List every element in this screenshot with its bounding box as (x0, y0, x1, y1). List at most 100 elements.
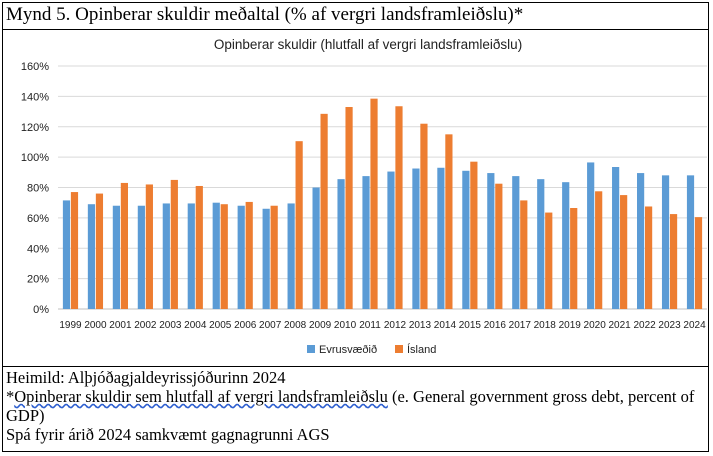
footnote-marked-text: Opinberar skuldir sem hlutfall af vergri… (14, 387, 388, 406)
bar-island-2018 (545, 212, 553, 309)
bar-island-2022 (645, 206, 653, 309)
bar-evrusvaedid-2010 (337, 179, 345, 309)
x-tick-label: 2021 (609, 320, 632, 331)
x-tick-label: 2005 (209, 320, 232, 331)
bar-island-2017 (520, 200, 528, 309)
gridlines (58, 65, 707, 310)
bar-island-2003 (170, 179, 178, 309)
x-tick-label: 2002 (134, 320, 157, 331)
bar-island-2015 (470, 161, 478, 309)
x-tick-label: 2022 (633, 320, 656, 331)
x-tick-label: 2024 (683, 320, 706, 331)
bar-evrusvaedid-2001 (112, 205, 120, 309)
bar-island-2019 (570, 208, 578, 309)
bars (62, 98, 703, 310)
bar-island-2012 (395, 106, 403, 309)
bar-island-2000 (95, 193, 104, 309)
divider-bottom (2, 366, 709, 367)
bar-island-2010 (345, 107, 353, 309)
legend-swatch-evrusvaedid (307, 345, 315, 353)
y-tick-label: 60% (27, 213, 49, 225)
legend: Evrusvæðið Ísland (307, 343, 436, 356)
bar-evrusvaedid-2015 (462, 170, 470, 309)
x-tick-label: 2012 (384, 320, 407, 331)
bar-evrusvaedid-2000 (87, 204, 96, 309)
bar-island-2014 (445, 134, 453, 309)
bar-evrusvaedid-2017 (512, 176, 520, 309)
bar-island-2001 (120, 182, 128, 309)
figure-label: Mynd 5. Opinberar skuldir meðaltal (% af… (6, 4, 524, 25)
y-tick-label: 80% (27, 183, 49, 195)
x-tick-label: 1999 (59, 320, 82, 331)
bar-island-2023 (669, 214, 678, 309)
footnote: *Opinberar skuldir sem hlutfall af vergr… (6, 387, 704, 425)
y-tick-label: 40% (27, 243, 49, 255)
bar-evrusvaedid-2018 (537, 179, 545, 309)
x-tick-label: 2011 (359, 320, 381, 331)
x-tick-label: 2007 (259, 320, 282, 331)
bar-evrusvaedid-2005 (212, 202, 220, 309)
bar-island-2024 (694, 217, 703, 309)
figure-frame (2, 2, 709, 452)
y-tick-label: 20% (27, 274, 49, 286)
x-tick-label: 2017 (509, 320, 532, 331)
x-tick-label: 2014 (434, 320, 457, 331)
bar-evrusvaedid-2009 (312, 187, 320, 309)
bar-evrusvaedid-2006 (237, 205, 245, 309)
forecast-note: Spá fyrir árið 2024 samkvæmt gagnagrunni… (6, 425, 330, 444)
x-tick-label: 2018 (534, 320, 557, 331)
y-tick-label: 120% (21, 122, 49, 134)
bar-evrusvaedid-2012 (387, 171, 395, 309)
debt-bar-chart: Opinberar skuldir (hlutfall af vergri la… (21, 37, 707, 356)
footnote-rest: (e. General government gross debt, perce… (6, 387, 695, 425)
bar-evrusvaedid-1999 (62, 200, 71, 309)
x-tick-label: 2000 (84, 320, 107, 331)
divider-top (2, 29, 709, 30)
bar-evrusvaedid-2014 (437, 167, 445, 309)
bar-island-2013 (420, 123, 428, 310)
x-axis-ticks: 1999 2000 2001 2002 2003 2004 2005 2006 2007 2008… (59, 320, 706, 331)
bar-evrusvaedid-2004 (187, 203, 195, 309)
x-tick-label: 2013 (409, 320, 432, 331)
bar-evrusvaedid-2008 (287, 203, 295, 309)
y-tick-label: 160% (21, 61, 49, 73)
chart-title: Opinberar skuldir (hlutfall af vergri la… (214, 37, 522, 52)
bar-evrusvaedid-2013 (412, 168, 420, 309)
y-tick-label: 140% (21, 91, 49, 103)
x-tick-label: 2010 (334, 320, 357, 331)
x-tick-label: 2003 (159, 320, 182, 331)
bar-island-2021 (620, 195, 628, 309)
bar-island-2002 (145, 184, 153, 309)
bar-island-2016 (495, 183, 503, 309)
x-tick-label: 2019 (559, 320, 582, 331)
bar-evrusvaedid-2007 (262, 208, 270, 309)
bar-island-1999 (70, 192, 79, 309)
legend-swatch-island (395, 345, 403, 353)
legend-label-evrusvaedid: Evrusvæðið (319, 344, 377, 356)
bar-evrusvaedid-2002 (137, 205, 145, 309)
bar-island-2006 (245, 201, 253, 309)
y-axis-ticks: 0% 20% 40% 60% 80% 100% 120% 140% 160% (21, 61, 49, 316)
bar-island-2020 (595, 191, 603, 309)
bar-island-2011 (370, 98, 378, 310)
bar-evrusvaedid-2020 (587, 162, 595, 309)
x-tick-label: 2004 (184, 320, 207, 331)
footnote-prefix: * (6, 387, 15, 406)
bar-island-2007 (270, 205, 278, 309)
bar-evrusvaedid-2021 (612, 167, 620, 309)
legend-label-island: Ísland (407, 343, 436, 356)
bar-island-2009 (320, 113, 328, 309)
bar-evrusvaedid-2023 (661, 175, 670, 309)
x-tick-label: 2006 (234, 320, 257, 331)
x-tick-label: 2008 (284, 320, 307, 331)
y-tick-label: 100% (21, 152, 49, 164)
bar-evrusvaedid-2003 (162, 203, 170, 309)
bar-evrusvaedid-2011 (362, 176, 370, 309)
x-tick-label: 2009 (309, 320, 332, 331)
y-tick-label: 0% (33, 304, 49, 316)
bar-island-2008 (295, 141, 303, 309)
source-note: Heimild: Alþjóðagjaldeyrissjóðurinn 2024 (6, 368, 286, 387)
bar-island-2005 (220, 204, 228, 309)
bar-island-2004 (195, 185, 203, 309)
bar-evrusvaedid-2024 (686, 175, 695, 309)
